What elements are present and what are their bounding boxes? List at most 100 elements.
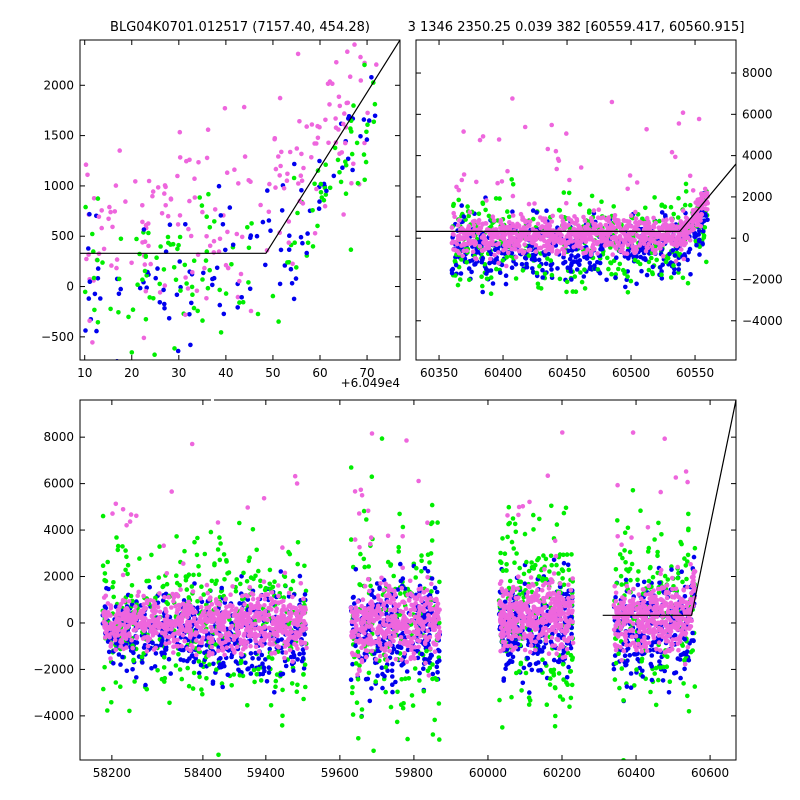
- data-point: [564, 200, 569, 206]
- data-point: [398, 591, 403, 596]
- data-point: [171, 265, 177, 270]
- data-point: [182, 638, 187, 644]
- data-point: [87, 318, 92, 324]
- data-point: [417, 678, 422, 683]
- data-point: [393, 679, 398, 685]
- data-point: [301, 696, 306, 702]
- data-point: [155, 185, 161, 190]
- data-point: [701, 228, 706, 234]
- data-point: [688, 272, 693, 277]
- data-point: [666, 690, 672, 695]
- data-point: [121, 622, 127, 628]
- data-point: [338, 179, 344, 185]
- data-point: [86, 296, 92, 301]
- data-point: [484, 276, 490, 282]
- data-point: [204, 214, 209, 219]
- data-point: [561, 582, 567, 588]
- data-point: [529, 667, 535, 673]
- data-point: [419, 569, 424, 574]
- data-point: [480, 289, 486, 295]
- y-tick-label: 4000: [742, 149, 773, 163]
- data-point: [543, 248, 548, 254]
- data-point: [118, 662, 123, 667]
- data-point: [560, 218, 566, 224]
- data-point: [490, 242, 496, 247]
- data-point: [110, 511, 115, 516]
- data-point: [175, 644, 181, 649]
- data-point: [211, 661, 216, 667]
- data-point: [280, 713, 285, 719]
- data-point: [399, 663, 405, 668]
- data-point: [146, 230, 151, 236]
- data-point: [233, 588, 239, 594]
- data-point: [626, 234, 632, 240]
- data-point: [137, 285, 143, 291]
- data-point: [611, 204, 616, 209]
- data-point: [686, 511, 691, 517]
- data-point: [293, 276, 299, 281]
- x-tick-label: 60550: [676, 366, 714, 380]
- data-point: [142, 262, 148, 267]
- data-point: [259, 652, 265, 658]
- data-point: [624, 567, 629, 572]
- data-point: [159, 650, 164, 656]
- data-point: [673, 242, 679, 247]
- data-point: [246, 280, 251, 285]
- data-point: [546, 251, 551, 257]
- data-point: [140, 636, 146, 641]
- data-point: [502, 599, 508, 605]
- data-point: [371, 119, 377, 125]
- data-point: [510, 654, 516, 660]
- data-point: [348, 465, 354, 470]
- data-point: [151, 602, 157, 608]
- data-point: [171, 644, 176, 649]
- data-point: [155, 668, 160, 673]
- data-point: [396, 544, 402, 550]
- data-point: [536, 574, 542, 579]
- data-point: [551, 657, 557, 663]
- data-point: [591, 208, 597, 213]
- data-point: [165, 234, 171, 240]
- data-point: [178, 587, 183, 592]
- data-point: [461, 172, 467, 177]
- data-point: [149, 666, 154, 671]
- data-point: [599, 239, 604, 244]
- data-point: [177, 129, 183, 135]
- data-point: [396, 549, 402, 554]
- data-point: [561, 649, 567, 655]
- data-point: [194, 652, 199, 658]
- data-point: [191, 258, 197, 264]
- data-point: [542, 252, 547, 258]
- data-point: [245, 597, 251, 602]
- data-point: [167, 640, 172, 645]
- data-point: [684, 216, 690, 221]
- data-point: [548, 258, 554, 263]
- data-point: [164, 581, 170, 587]
- data-point: [545, 146, 551, 152]
- data-point: [129, 583, 135, 588]
- data-point: [513, 529, 519, 535]
- data-point: [496, 241, 501, 246]
- data-point: [110, 224, 115, 230]
- data-point: [630, 237, 635, 242]
- data-point: [556, 571, 561, 576]
- data-point: [116, 310, 121, 315]
- data-point: [633, 209, 638, 215]
- data-point: [143, 682, 148, 688]
- panel-top-right-axes: 60350 60400 60450 60500 60550−4000−200002000…: [416, 40, 783, 380]
- data-point: [318, 190, 324, 195]
- data-point: [703, 206, 708, 211]
- data-point: [609, 99, 615, 105]
- data-point: [561, 677, 566, 682]
- data-point: [459, 257, 464, 262]
- data-point: [405, 647, 411, 653]
- data-point: [400, 576, 406, 581]
- data-point: [480, 255, 486, 261]
- data-point: [161, 543, 166, 548]
- data-point: [162, 301, 167, 307]
- data-point: [638, 508, 643, 513]
- data-point: [538, 639, 543, 644]
- data-point: [85, 172, 90, 178]
- data-point: [456, 218, 462, 223]
- data-point: [691, 215, 697, 221]
